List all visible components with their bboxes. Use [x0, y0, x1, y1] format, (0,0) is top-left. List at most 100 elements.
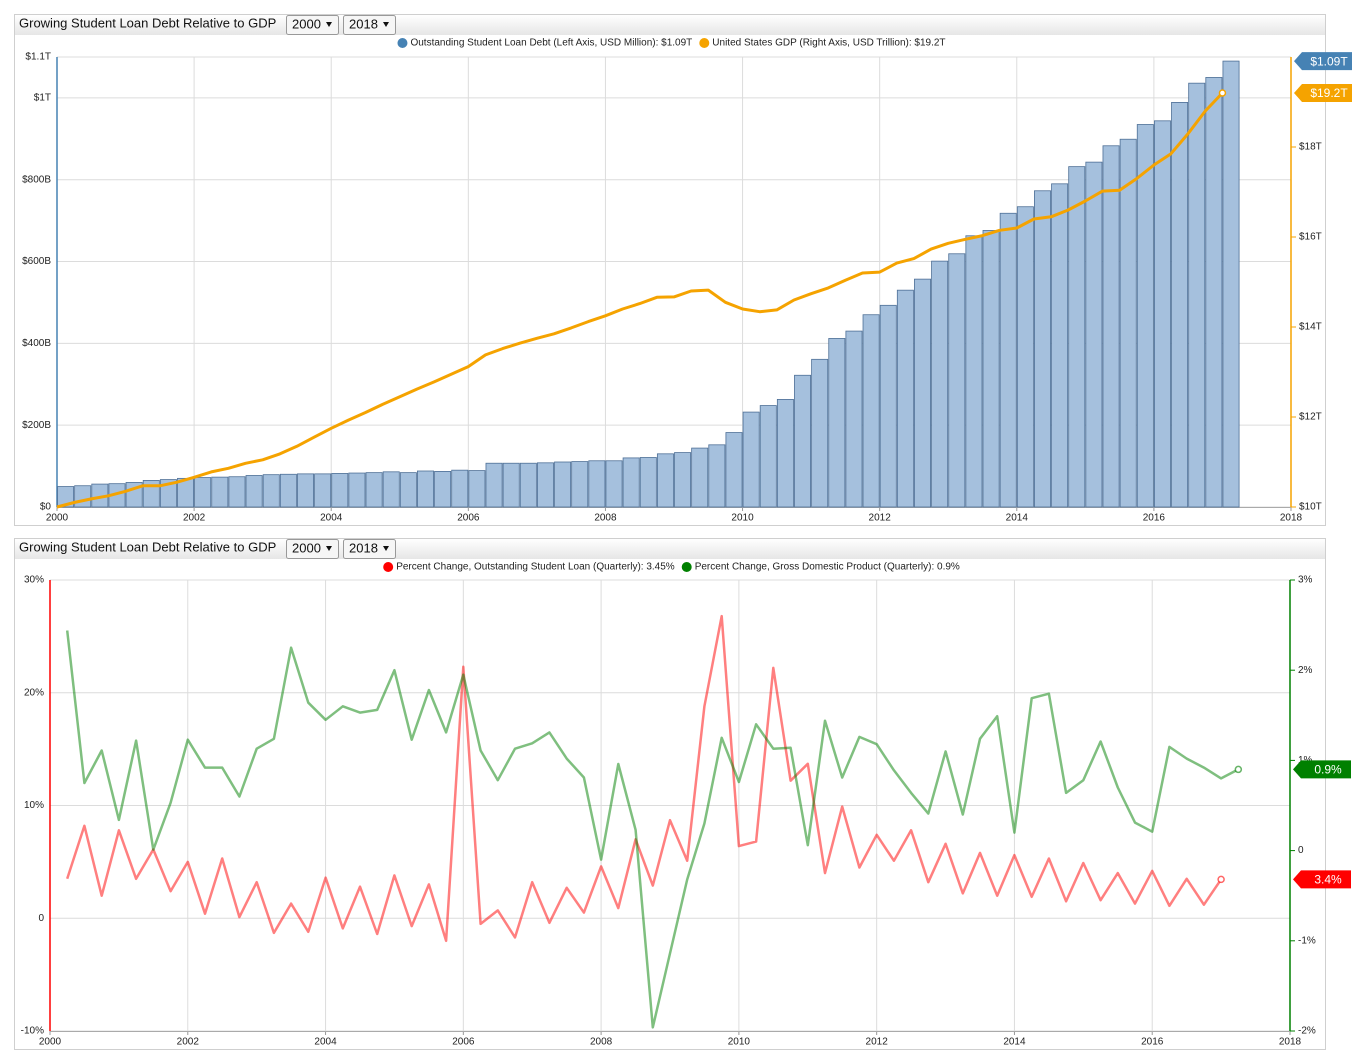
bar	[811, 358, 829, 508]
end-year[interactable]: 2018	[349, 540, 378, 555]
bar	[1085, 161, 1103, 508]
end-marker	[1217, 875, 1225, 884]
bar	[571, 461, 589, 508]
y2-tick-label: $18T	[1299, 142, 1322, 153]
x-tick-label: 2012	[866, 1037, 889, 1048]
bar	[74, 485, 92, 508]
bar	[674, 452, 692, 508]
x-tick-label: 2008	[594, 513, 617, 524]
bar	[468, 470, 486, 508]
bar	[159, 479, 177, 508]
bar	[828, 338, 846, 508]
bar	[691, 447, 709, 508]
y-tick-label: $200B	[22, 420, 51, 431]
bar	[931, 260, 949, 508]
bar	[948, 253, 966, 508]
y-tick-label: 0	[38, 913, 44, 924]
bar	[794, 374, 812, 508]
x-tick-label: 2008	[590, 1037, 613, 1048]
legend-label: Percent Change, Outstanding Student Loan…	[396, 562, 675, 573]
end-badge-label: $1.09T	[1310, 54, 1348, 68]
bar	[331, 473, 349, 508]
legend-swatch	[699, 38, 710, 48]
bar	[1068, 166, 1086, 508]
x-tick-label: 2010	[731, 513, 754, 524]
bar	[279, 473, 297, 508]
chart-title: Growing Student Loan Debt Relative to GD…	[19, 539, 276, 554]
bar	[485, 462, 503, 508]
end-badge-label: $19.2T	[1310, 86, 1348, 100]
line	[65, 630, 1239, 1029]
chart-title: Growing Student Loan Debt Relative to GD…	[19, 15, 276, 30]
end-marker	[1218, 89, 1227, 97]
x-tick-label: 2012	[869, 513, 892, 524]
end-year-select[interactable]: 2018	[343, 539, 396, 559]
bar	[417, 470, 434, 508]
bar	[519, 462, 537, 508]
x-tick-label: 2002	[183, 513, 206, 524]
bar	[1136, 124, 1154, 508]
start-year-select[interactable]: 2000	[286, 539, 339, 559]
bar	[434, 471, 452, 508]
y2-tick-label: 2%	[1298, 665, 1313, 676]
end-year-select[interactable]: 2018	[343, 15, 396, 35]
bar	[228, 476, 246, 508]
x-tick-label: 2014	[1006, 513, 1029, 524]
bar	[1205, 77, 1223, 508]
y-tick-label: $0	[40, 502, 52, 513]
bar	[845, 330, 863, 508]
x-tick-label: 2006	[452, 1037, 475, 1048]
bar	[451, 469, 469, 508]
bar	[914, 278, 931, 508]
x-tick-label: 2010	[728, 1037, 751, 1048]
end-badge-label: 0.9%	[1314, 763, 1342, 777]
x-tick-label: 2014	[1003, 1037, 1026, 1048]
bar	[365, 472, 383, 508]
end-marker	[1234, 765, 1243, 774]
start-year[interactable]: 2000	[292, 540, 321, 555]
x-tick-label: 2006	[457, 513, 480, 524]
legend-swatch	[681, 562, 692, 572]
bar	[502, 462, 520, 508]
line	[66, 614, 1223, 943]
bar	[742, 411, 760, 508]
end-badge	[1294, 52, 1352, 71]
y-tick-label: $600B	[22, 256, 51, 267]
start-year[interactable]: 2000	[292, 16, 321, 31]
y2-tick-label: $16T	[1299, 232, 1322, 243]
y-tick-label: $1T	[34, 93, 51, 104]
bar	[1051, 183, 1069, 508]
bar	[1188, 82, 1206, 508]
bar	[896, 289, 914, 508]
y2-tick-label: $10T	[1299, 502, 1322, 513]
x-tick-label: 2018	[1279, 1037, 1302, 1048]
legend-swatch	[397, 38, 408, 48]
panel-header	[15, 539, 1325, 559]
x-tick-label: 2002	[177, 1037, 200, 1048]
y-tick-label: $1.1T	[25, 52, 51, 63]
bar	[314, 473, 332, 508]
legend-item: Percent Change, Outstanding Student Loan…	[383, 562, 675, 573]
start-year-select[interactable]: 2000	[286, 15, 339, 35]
x-tick-label: 2016	[1143, 513, 1166, 524]
legend-item: United States GDP (Right Axis, USD Trill…	[699, 38, 946, 49]
bar	[382, 471, 400, 508]
bar	[999, 212, 1017, 508]
x-tick-label: 2004	[314, 1037, 337, 1048]
bar	[622, 457, 640, 508]
y2-tick-label: 0	[1298, 845, 1304, 856]
bar	[605, 460, 623, 508]
legend-label: Percent Change, Gross Domestic Product (…	[695, 562, 960, 573]
line	[56, 91, 1224, 509]
y-tick-label: 20%	[24, 687, 44, 698]
y-tick-label: 30%	[24, 575, 44, 586]
y2-tick-label: -2%	[1298, 1026, 1316, 1037]
y2-tick-label: 3%	[1298, 575, 1313, 586]
end-year[interactable]: 2018	[349, 16, 378, 31]
end-badge	[1293, 870, 1351, 889]
x-tick-label: 2016	[1141, 1037, 1164, 1048]
bar	[1153, 120, 1171, 508]
y-tick-label: $800B	[22, 174, 51, 185]
legend-label: Outstanding Student Loan Debt (Left Axis…	[410, 38, 692, 49]
